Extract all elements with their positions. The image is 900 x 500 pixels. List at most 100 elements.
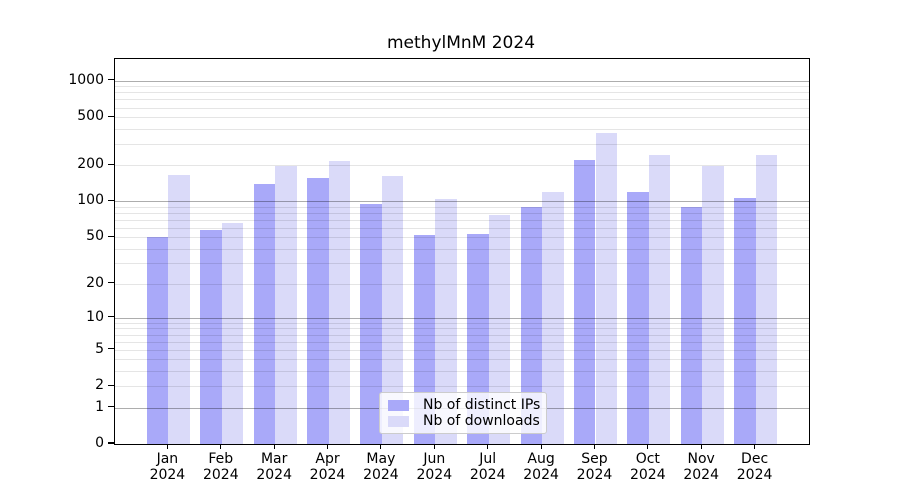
minor-gridline: [115, 128, 809, 130]
legend-swatch: [388, 415, 409, 427]
bar: [627, 191, 649, 444]
bar: [573, 160, 596, 444]
bars-layer: [115, 59, 809, 444]
bar: [702, 165, 724, 444]
minor-gridline: [115, 349, 809, 351]
bar: [360, 204, 382, 444]
x-tick-label: Mar 2024: [256, 451, 292, 483]
major-gridline: [115, 80, 809, 82]
chart-title: methylMnM 2024: [386, 33, 536, 53]
x-tick-label: Jan 2024: [149, 451, 186, 483]
bar: [168, 174, 190, 444]
legend-swatch: [388, 399, 409, 411]
y-tick-label: 2: [95, 377, 104, 394]
x-tick: [487, 444, 489, 449]
minor-gridline: [115, 92, 809, 94]
major-gridline: [115, 317, 809, 319]
y-tick: [108, 384, 114, 386]
y-tick-label: 10: [86, 308, 104, 325]
minor-gridline: [115, 117, 809, 119]
y-tick-label: 100: [77, 192, 104, 209]
bar: [221, 222, 244, 444]
x-tick-label: May 2024: [363, 451, 399, 483]
legend: Nb of distinct IPs Nb of downloads: [379, 392, 547, 434]
bar: [595, 132, 618, 444]
minor-gridline: [115, 107, 809, 109]
bar: [200, 229, 222, 444]
minor-gridline: [115, 248, 809, 250]
bar: [413, 235, 436, 444]
y-tick: [108, 348, 114, 350]
y-tick: [108, 442, 114, 444]
minor-gridline: [115, 99, 809, 101]
bar: [488, 214, 511, 444]
y-tick-label: 200: [77, 156, 104, 173]
y-tick: [108, 79, 114, 81]
bar: [467, 234, 489, 444]
x-tick-label: Dec 2024: [736, 451, 773, 483]
minor-gridline: [115, 328, 809, 330]
x-tick: [700, 444, 702, 449]
x-tick: [593, 444, 596, 449]
x-tick: [540, 444, 542, 449]
y-tick: [108, 405, 114, 408]
bar: [435, 198, 457, 444]
y-tick: [108, 316, 114, 318]
minor-gridline: [115, 322, 809, 324]
x-tick-label: Nov 2024: [683, 451, 719, 483]
x-tick-label: Apr 2024: [309, 451, 346, 483]
y-tick: [108, 199, 114, 201]
x-tick: [220, 444, 222, 449]
minor-gridline: [115, 263, 809, 265]
bar: [734, 197, 756, 444]
y-tick-label: 500: [77, 108, 104, 125]
grid-layer: [115, 59, 809, 444]
bar: [328, 161, 351, 444]
x-tick: [647, 444, 649, 449]
bar: [680, 206, 703, 444]
x-tick: [326, 444, 329, 449]
x-tick-label: Jul 2024: [469, 451, 506, 483]
bar: [275, 165, 297, 444]
minor-gridline: [115, 283, 809, 285]
minor-gridline: [115, 86, 809, 88]
y-tick-label: 1: [95, 398, 104, 415]
y-tick: [108, 115, 114, 117]
legend-entry: Nb of downloads: [388, 413, 540, 429]
x-tick: [273, 444, 275, 449]
bar: [253, 183, 276, 444]
legend-label: Nb of downloads: [423, 413, 540, 429]
bar: [542, 192, 564, 444]
y-tick-label: 20: [86, 274, 104, 291]
major-gridline: [115, 201, 809, 203]
minor-gridline: [115, 219, 809, 221]
minor-gridline: [115, 206, 809, 208]
minor-gridline: [115, 386, 809, 388]
y-tick: [108, 282, 114, 284]
bar: [307, 177, 329, 444]
x-tick-label: Oct 2024: [629, 451, 666, 483]
minor-gridline: [115, 334, 809, 336]
legend-entry: Nb of distinct IPs: [388, 397, 540, 413]
minor-gridline: [115, 143, 809, 145]
y-tick-label: 5: [95, 340, 104, 357]
x-tick: [380, 444, 382, 449]
minor-gridline: [115, 359, 809, 361]
x-tick-label: Feb 2024: [202, 451, 239, 483]
y-tick-label: 1000: [68, 71, 104, 88]
y-tick: [108, 163, 114, 165]
bar: [520, 207, 543, 444]
bar: [648, 154, 671, 444]
bar: [381, 175, 404, 444]
minor-gridline: [115, 341, 809, 343]
y-tick: [108, 235, 114, 237]
x-tick-label: Aug 2024: [523, 451, 559, 483]
minor-gridline: [115, 237, 809, 239]
x-tick-label: Sep 2024: [576, 451, 613, 483]
x-tick-label: Jun 2024: [416, 451, 453, 483]
minor-gridline: [115, 212, 809, 214]
bar: [755, 154, 778, 444]
minor-gridline: [115, 227, 809, 229]
y-tick-label: 0: [95, 435, 104, 451]
